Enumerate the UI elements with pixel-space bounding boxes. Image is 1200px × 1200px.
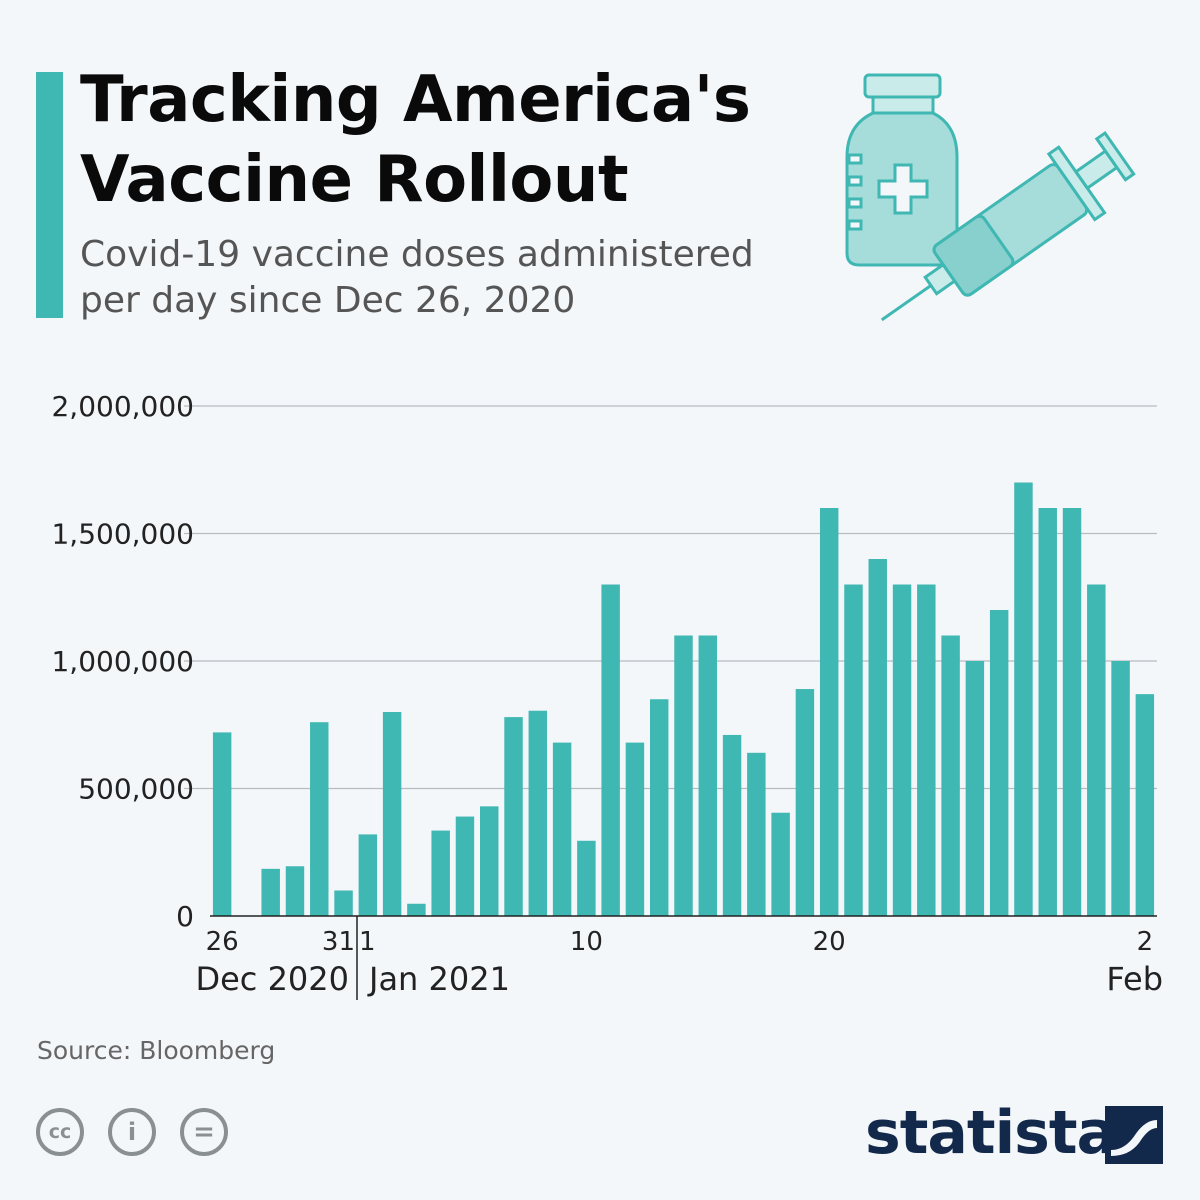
bar [722, 734, 742, 916]
bar [649, 699, 669, 916]
bar [480, 806, 499, 916]
x-period-label: Feb [1106, 960, 1163, 998]
bar [1062, 508, 1082, 916]
x-axis-ticks: 26 31 1 10 20 2 [206, 927, 1154, 957]
y-tick-label: 2,000,000 [51, 390, 194, 423]
x-period-label: Jan 2021 [367, 960, 510, 998]
bar [965, 661, 985, 916]
x-tick-label: 10 [570, 927, 603, 957]
bar [601, 584, 620, 916]
bar [310, 722, 329, 916]
daily-doses-bar-chart: 2,000,000 1,500,000 1,000,000 500,000 0 26 31… [51, 390, 1163, 1000]
bar [771, 812, 790, 916]
bar [625, 742, 645, 916]
page-title: Tracking America's Vaccine Rollout [80, 63, 751, 217]
bar [868, 559, 887, 916]
bar [382, 712, 402, 916]
bar [1038, 508, 1057, 916]
bar [261, 868, 280, 916]
bar [1135, 694, 1155, 916]
bar [698, 635, 718, 916]
bar [212, 732, 232, 916]
x-tick-label: 1 [359, 927, 376, 957]
attribution-icon[interactable]: i [108, 1108, 156, 1156]
bar [285, 866, 305, 916]
bar [1014, 482, 1033, 916]
bar [577, 840, 596, 916]
bar [892, 584, 912, 916]
y-tick-label: 500,000 [78, 773, 194, 806]
bar [1111, 661, 1130, 916]
x-tick-label: 26 [206, 927, 239, 957]
bar [917, 584, 936, 916]
bar [504, 717, 523, 916]
y-axis-ticks: 2,000,000 1,500,000 1,000,000 500,000 0 [51, 390, 194, 933]
x-tick-label: 2 [1137, 927, 1154, 957]
bar [844, 584, 863, 916]
bar [455, 816, 475, 916]
bar [941, 635, 960, 916]
title-accent-bar [36, 72, 63, 318]
bar [358, 834, 378, 916]
bar [674, 635, 693, 916]
statista-logo-icon[interactable] [1105, 1106, 1163, 1164]
bar [528, 710, 548, 916]
vaccine-illustration [845, 73, 1136, 322]
bar [431, 830, 450, 916]
cc-license-icon[interactable]: cc [36, 1108, 84, 1156]
no-derivatives-icon[interactable]: = [180, 1108, 228, 1156]
y-tick-label: 1,000,000 [51, 645, 194, 678]
bar [407, 903, 426, 916]
bar [795, 689, 815, 916]
x-tick-label: 20 [813, 927, 846, 957]
bar [552, 742, 572, 916]
x-axis-period-labels: Dec 2020 Jan 2021 Feb [195, 960, 1163, 998]
x-period-label: Dec 2020 [195, 960, 349, 998]
bar [989, 610, 1009, 916]
x-tick-label: 31 [322, 927, 355, 957]
bar [1087, 584, 1106, 916]
bar [747, 752, 766, 916]
gridlines [184, 405, 1157, 790]
bar [819, 508, 839, 916]
bar [334, 890, 353, 916]
bars [212, 482, 1155, 916]
y-tick-label: 0 [176, 900, 194, 933]
statista-logo-text[interactable]: statista [865, 1098, 1117, 1168]
source-note: Source: Bloomberg [37, 1036, 276, 1065]
page-subtitle: Covid-19 vaccine doses administered per … [80, 234, 754, 321]
y-tick-label: 1,500,000 [51, 518, 194, 551]
syringe-icon [880, 130, 1136, 322]
